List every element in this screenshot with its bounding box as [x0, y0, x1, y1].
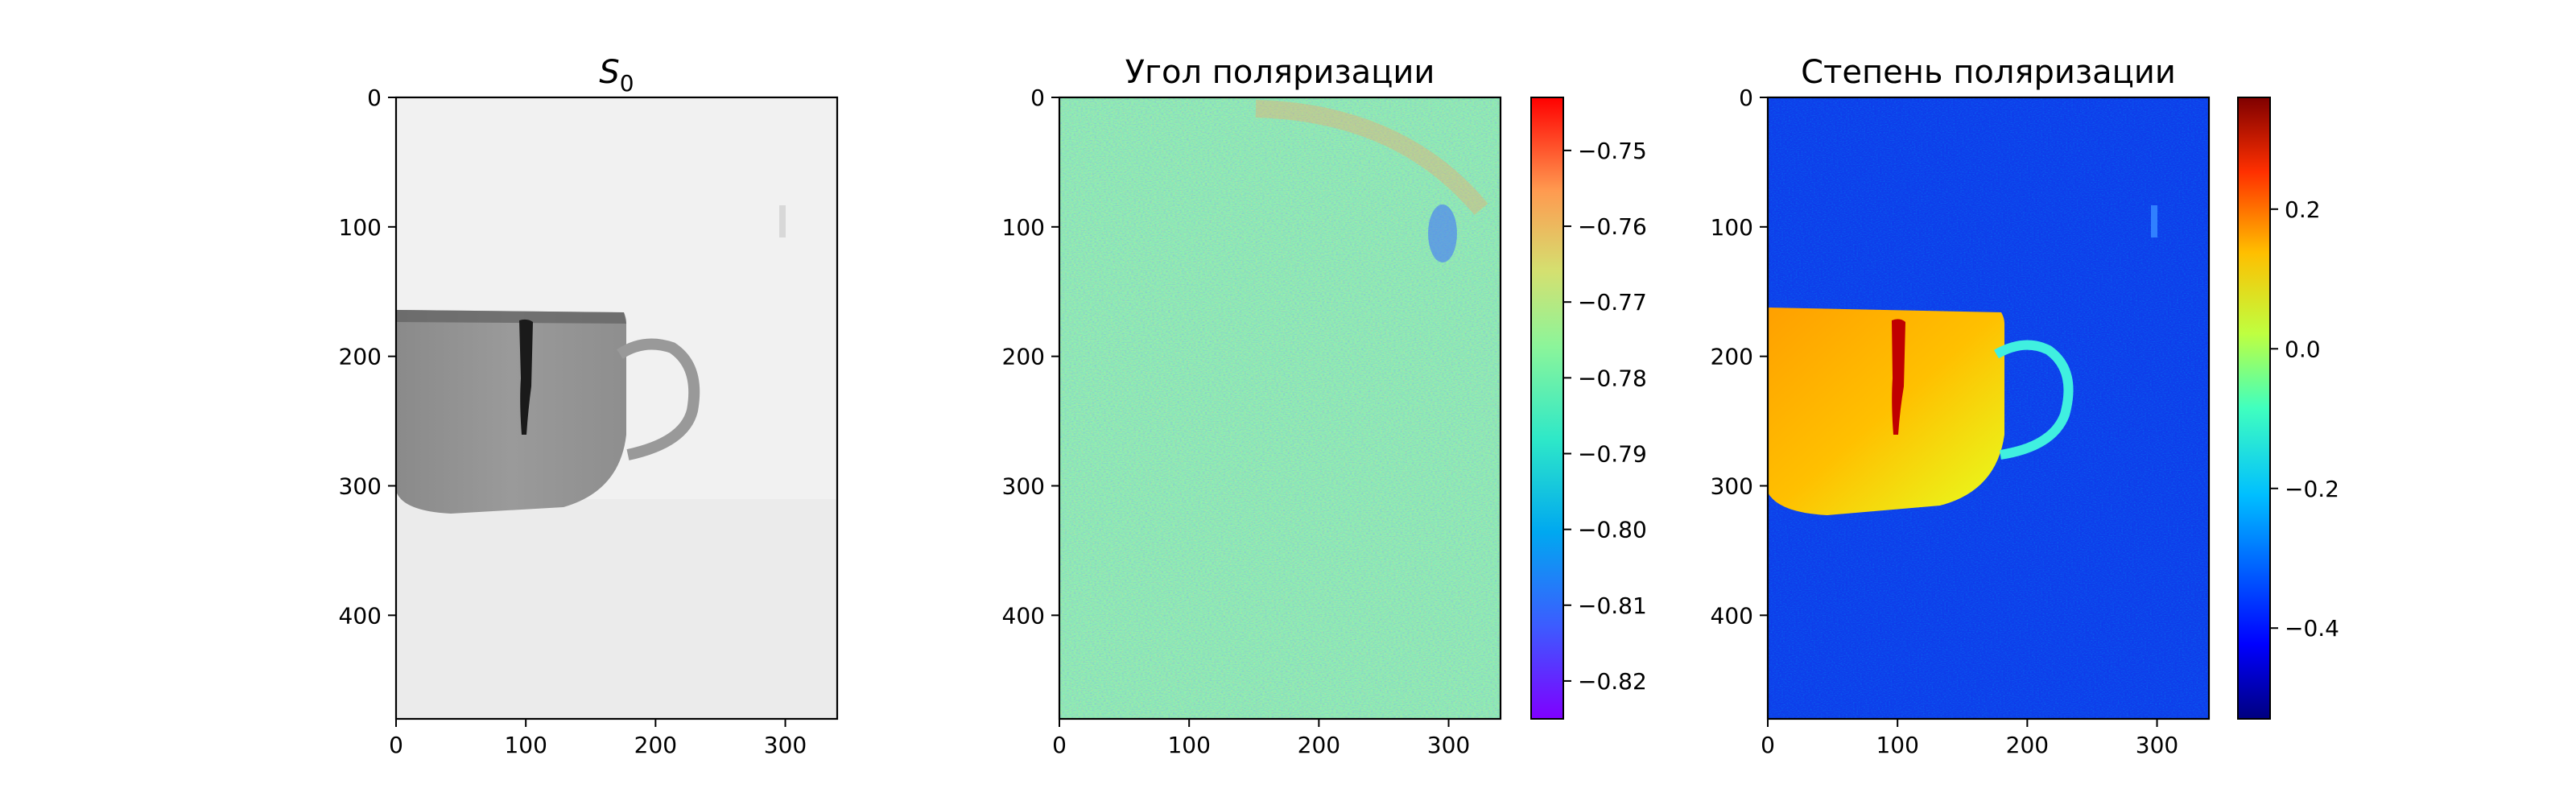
y-tick-label: 400 — [1711, 602, 1753, 629]
colorbar-tick-label: 0.0 — [2285, 336, 2321, 362]
panel-polarization-degree: Степень поляризации 0 100 200 300 0 100 200 300… — [1711, 54, 2339, 758]
degree-cup-dark-stripe — [1892, 319, 1905, 435]
degree-title: Степень поляризации — [1801, 54, 2176, 91]
angle-blue-spot — [1428, 204, 1457, 262]
x-tick-label: 100 — [1167, 732, 1210, 758]
s0-title: S0 — [599, 54, 634, 97]
y-tick-label: 400 — [339, 602, 382, 629]
colorbar-tick-label: −0.81 — [1578, 592, 1647, 619]
y-tick-label: 0 — [1739, 85, 1753, 111]
degree-colorbar — [2237, 97, 2271, 720]
degree-faint-mark — [2151, 205, 2157, 237]
s0-cup-rim — [396, 310, 626, 324]
degree-cup-handle — [1994, 340, 2074, 460]
colorbar-tick-label: −0.78 — [1578, 365, 1647, 391]
y-tick-label: 200 — [339, 344, 382, 370]
x-tick-label: 100 — [1876, 732, 1918, 758]
colorbar-tick-label: −0.75 — [1578, 138, 1647, 164]
s0-faint-mark — [779, 205, 786, 237]
y-tick-label: 0 — [367, 85, 382, 111]
s0-cup-handle — [617, 338, 700, 460]
colorbar-tick-label: −0.4 — [2285, 615, 2339, 642]
x-tick-label: 200 — [1298, 732, 1340, 758]
y-tick-label: 300 — [1002, 473, 1045, 500]
angle-title: Угол поляризации — [1125, 54, 1435, 91]
x-tick-label: 300 — [2136, 732, 2178, 758]
y-tick-label: 100 — [339, 214, 382, 241]
angle-image-noise-orange — [1059, 97, 1501, 719]
colorbar-tick-label: −0.77 — [1578, 289, 1647, 316]
degree-axes-frame — [1766, 96, 2211, 720]
x-tick-label: 300 — [764, 732, 807, 758]
y-tick-label: 400 — [1002, 602, 1045, 629]
s0-cup-dark-stripe — [519, 319, 533, 435]
s0-axes-frame — [394, 96, 839, 720]
x-tick-label: 0 — [389, 732, 403, 758]
x-tick-label: 200 — [634, 732, 677, 758]
x-tick-label: 200 — [2006, 732, 2049, 758]
x-tick-label: 0 — [1052, 732, 1067, 758]
x-tick-label: 300 — [1427, 732, 1470, 758]
panel-polarization-angle: Угол поляризации 0 100 200 300 0 100 200 300 400… — [1002, 54, 1647, 758]
y-tick-label: 300 — [339, 473, 382, 500]
colorbar-tick-label: −0.80 — [1578, 517, 1647, 543]
y-tick-label: 200 — [1711, 344, 1753, 370]
x-tick-label: 0 — [1761, 732, 1775, 758]
colorbar-tick-label: −0.79 — [1578, 440, 1647, 467]
y-tick-label: 200 — [1002, 344, 1045, 370]
s0-cup-body — [396, 310, 626, 514]
x-tick-label: 100 — [504, 732, 547, 758]
y-tick-label: 300 — [1711, 473, 1753, 500]
s0-title-subscript: 0 — [620, 70, 634, 97]
s0-title-main: S — [599, 54, 619, 91]
y-tick-label: 100 — [1711, 214, 1753, 241]
angle-colorbar — [1530, 97, 1564, 720]
y-tick-label: 100 — [1002, 214, 1045, 241]
colorbar-tick-label: −0.82 — [1578, 668, 1647, 695]
colorbar-tick-label: 0.2 — [2285, 196, 2321, 223]
angle-orange-arc — [1255, 100, 1488, 216]
degree-cup-body — [1768, 308, 2004, 515]
s0-image-lower-region — [396, 499, 837, 719]
angle-axes-frame — [1058, 96, 1502, 720]
colorbar-tick-label: −0.2 — [2285, 476, 2339, 502]
y-tick-label: 0 — [1030, 85, 1045, 111]
colorbar-tick-label: −0.76 — [1578, 213, 1647, 240]
